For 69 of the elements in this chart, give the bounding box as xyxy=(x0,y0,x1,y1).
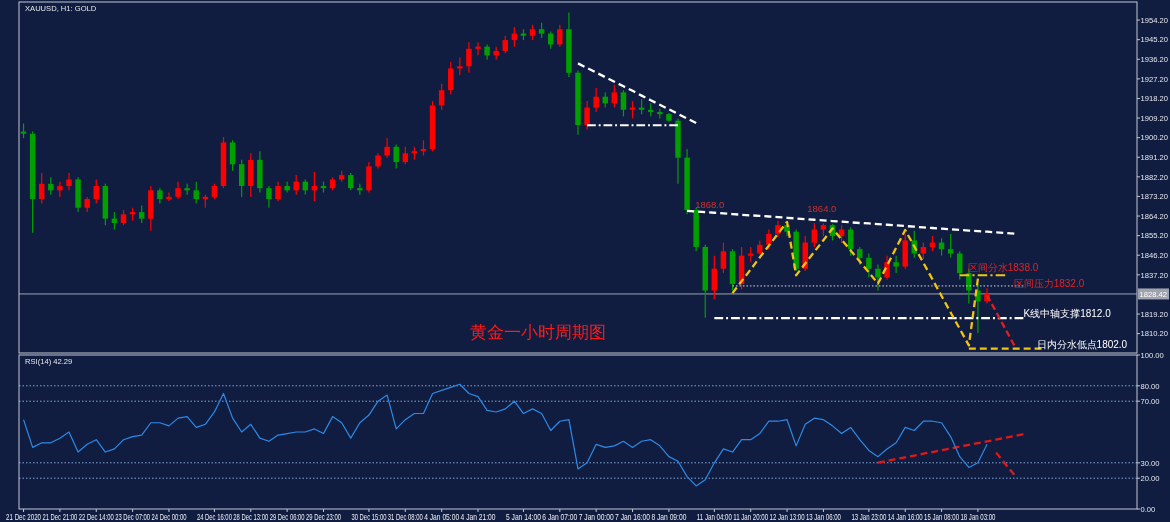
candlestick xyxy=(39,172,45,205)
x-tick-label: 24 Dec 16:00 xyxy=(196,512,232,522)
annotation: 1868.0 xyxy=(695,198,725,210)
line-series xyxy=(876,433,1025,464)
candlestick xyxy=(193,181,199,205)
x-tick-label: 24 Dec 00:00 xyxy=(151,512,187,522)
annotation: 黄金一小时周期图 xyxy=(469,323,606,343)
candlestick xyxy=(893,255,899,274)
annotation: 日内分水低点1802.0 xyxy=(1036,338,1128,350)
x-tick-label: 22 Dec 14:00 xyxy=(78,512,114,522)
x-tick-label: 14 Jan 16:00 xyxy=(887,512,923,522)
candlestick xyxy=(357,183,363,196)
x-tick-label: 15 Jan 08:00 xyxy=(924,512,960,522)
x-tick-label: 6 Jan 07:00 xyxy=(542,512,578,522)
x-tick-label: 13 Jan 06:00 xyxy=(805,512,841,522)
candlestick xyxy=(475,41,481,56)
candlestick xyxy=(720,242,727,274)
x-tick-label: 5 Jan 14:00 xyxy=(506,512,541,522)
candlestick xyxy=(875,263,881,292)
candlestick xyxy=(766,228,772,250)
line-series xyxy=(576,62,698,125)
x-tick-label: 31 Dec 08:00 xyxy=(387,512,423,522)
candlestick xyxy=(957,250,963,281)
candlestick xyxy=(229,139,236,172)
candlestick xyxy=(384,137,390,159)
x-tick-label: 21 Dec 21:00 xyxy=(42,512,78,522)
x-tick-label: 21 Dec 2020 xyxy=(6,512,42,522)
x-tick-label: 8 Jan 09:00 xyxy=(651,512,687,522)
candlestick xyxy=(284,181,290,194)
candlestick xyxy=(238,159,245,198)
annotation: 区间压力1832.0 xyxy=(1013,277,1085,289)
x-tick-label: 28 Dec 13:00 xyxy=(233,512,269,522)
candlestick xyxy=(620,89,627,117)
candlestick xyxy=(93,178,99,205)
x-tick-label: 4 Jan 21:00 xyxy=(460,512,496,522)
candlestick xyxy=(448,61,454,96)
annotation: K线中轴支撑1812.0 xyxy=(1023,307,1112,319)
candlestick xyxy=(366,161,372,194)
annotation: 区间分水1838.0 xyxy=(967,261,1039,273)
candlestick xyxy=(611,84,618,109)
candlestick xyxy=(438,83,445,111)
candlestick xyxy=(57,181,63,198)
candlestick xyxy=(275,181,281,202)
candlestick xyxy=(557,24,563,48)
candlestick xyxy=(866,252,872,279)
x-tick-label: 23 Dec 07:00 xyxy=(115,512,151,522)
x-tick-label: 18 Jan 03:00 xyxy=(960,512,996,522)
candlestick xyxy=(711,255,718,300)
x-tick-label: 30 Dec 15:00 xyxy=(351,512,387,522)
candlestick xyxy=(66,172,72,191)
x-tick-label: 29 Dec 06:00 xyxy=(269,512,305,522)
candlestick xyxy=(584,100,590,130)
x-tick-label: 11 Jan 20:00 xyxy=(733,512,769,522)
x-tick-label: 29 Dec 23:00 xyxy=(306,512,341,522)
annotation: 1864.0 xyxy=(807,202,837,214)
x-tick-label: 7 Jan 00:00 xyxy=(578,512,614,522)
candlestick xyxy=(466,41,472,74)
x-tick-label: 4 Jan 05:00 xyxy=(424,512,460,522)
line-series xyxy=(22,383,988,487)
x-tick-label: 13 Jan 23:00 xyxy=(851,512,887,522)
candlestick xyxy=(811,222,818,248)
x-tick-label: 12 Jan 13:00 xyxy=(769,512,805,522)
x-tick-label: 7 Jan 16:00 xyxy=(615,512,650,522)
line-series xyxy=(985,294,1016,347)
candlestick xyxy=(593,87,599,113)
x-tick-label: 11 Jan 04:00 xyxy=(696,512,732,522)
candlestick xyxy=(393,144,399,170)
candlestick xyxy=(266,185,272,209)
candlestick xyxy=(166,191,172,202)
